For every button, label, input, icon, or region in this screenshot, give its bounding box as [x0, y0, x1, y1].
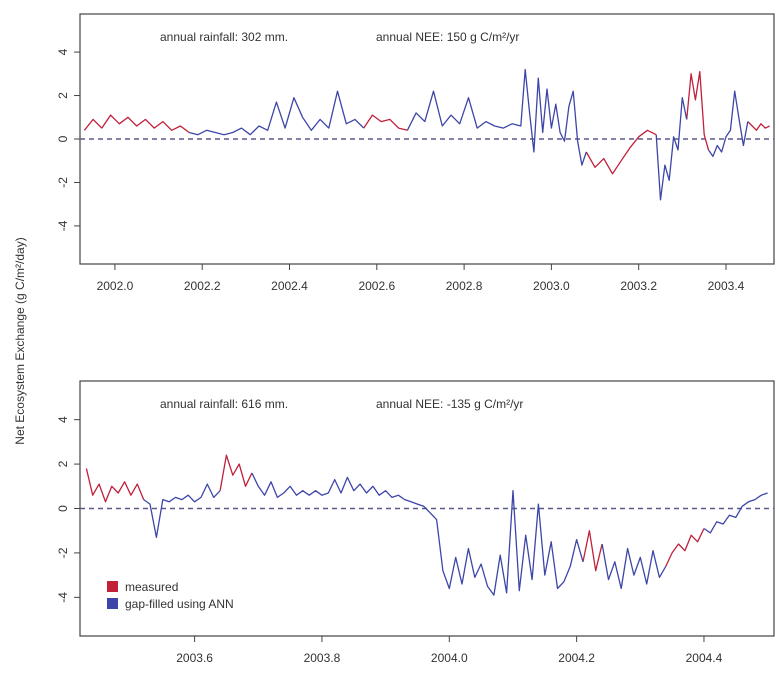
- annual-nee-annotation: annual NEE: -135 g C/m²/yr: [376, 397, 523, 411]
- y-tick-label: -2: [56, 177, 70, 188]
- chart-panel-2002-2003: -4 -2 0 2 4 2002.0 2002.2 2002.4 2002.6 2002.8 200…: [56, 13, 775, 293]
- x-tick-label: 2002.4: [271, 279, 308, 293]
- x-tick-label: 2003.4: [708, 279, 745, 293]
- chart-panel-2003-2004: -4 -2 0 2 4 2003.6 2003.8 2004.0 2004.2 2004.4 ann…: [56, 380, 775, 665]
- series-line-measured: [85, 468, 145, 503]
- series-line-measured: [363, 114, 408, 131]
- series-line-measured: [83, 114, 190, 134]
- series-line-gap-filled: [188, 90, 365, 136]
- series-line-measured: [219, 454, 253, 491]
- x-tick-label: 2002.2: [184, 279, 221, 293]
- series-line-gap-filled: [143, 483, 221, 539]
- series-line-gap-filled: [251, 472, 584, 596]
- series-line-measured: [686, 70, 710, 151]
- legend-swatch-gap-filled: [107, 598, 118, 609]
- y-tick-label: 0: [56, 135, 70, 142]
- series-line-measured: [665, 528, 705, 567]
- x-tick-label: 2003.8: [304, 651, 341, 665]
- y-tick-label: -2: [56, 547, 70, 558]
- y-tick-label: 4: [56, 48, 70, 55]
- x-tick-label: 2002.8: [446, 279, 483, 293]
- y-tick-label: -4: [56, 592, 70, 603]
- x-tick-label: 2003.6: [176, 651, 213, 665]
- series-line-gap-filled: [703, 492, 768, 534]
- legend-swatch-measured: [107, 581, 118, 592]
- x-tick-label: 2004.2: [558, 651, 595, 665]
- y-tick-label: 0: [56, 505, 70, 512]
- series-line-measured: [747, 121, 770, 131]
- x-tick-label: 2004.0: [431, 651, 468, 665]
- legend-label-gap-filled: gap-filled using ANN: [125, 597, 234, 611]
- legend: measured gap-filled using ANN: [107, 580, 234, 611]
- series-line-gap-filled: [707, 90, 749, 158]
- y-tick-label: 2: [56, 92, 70, 99]
- series-line-measured: [582, 530, 603, 572]
- annual-nee-annotation: annual NEE: 150 g C/m²/yr: [376, 30, 519, 44]
- y-tick-label: 4: [56, 416, 70, 423]
- series-line-gap-filled: [601, 543, 667, 590]
- y-tick-label: 2: [56, 460, 70, 467]
- y-tick-label: -4: [56, 220, 70, 231]
- series-line-gap-filled: [406, 68, 587, 166]
- annual-rainfall-annotation: annual rainfall: 616 mm.: [160, 397, 288, 411]
- x-tick-label: 2002.0: [97, 279, 134, 293]
- annual-rainfall-annotation: annual rainfall: 302 mm.: [160, 30, 288, 44]
- x-tick-label: 2003.0: [533, 279, 570, 293]
- x-tick-label: 2003.2: [620, 279, 657, 293]
- x-tick-label: 2002.6: [358, 279, 395, 293]
- series-line-gap-filled: [655, 97, 688, 201]
- series-line-measured: [585, 129, 657, 175]
- x-tick-label: 2004.4: [686, 651, 723, 665]
- legend-label-measured: measured: [125, 580, 178, 594]
- y-axis-label: Net Ecosystem Exchange (g C/m²/day): [13, 237, 27, 444]
